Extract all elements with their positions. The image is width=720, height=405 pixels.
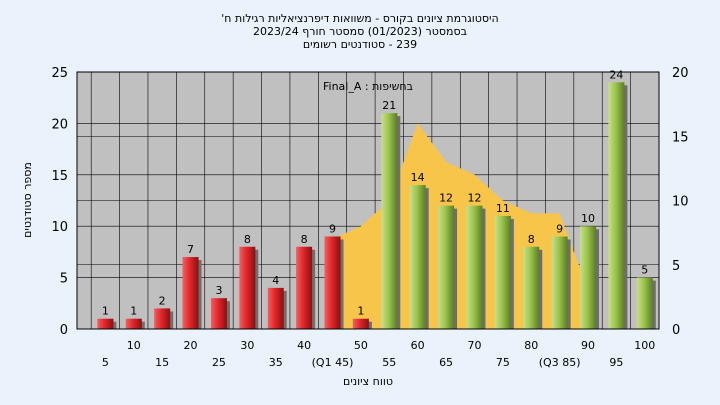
bar-value-label: 9 bbox=[329, 222, 336, 235]
bar bbox=[210, 298, 227, 329]
x-tick-label: 10 bbox=[127, 339, 141, 352]
x-axis-ticks: 5 10 15 20 25 30 35 40(Q1 45)50 55 60 65 70 75 80(Q3 … bbox=[102, 339, 655, 369]
x-tick-label: 100 bbox=[634, 339, 655, 352]
bar-value-label: 3 bbox=[215, 284, 222, 297]
x-tick-label: 55 bbox=[382, 356, 396, 369]
x-tick-label: 80 bbox=[524, 339, 538, 352]
y2-tick-label: 10 bbox=[672, 195, 689, 210]
chart-title-line-3: 239 - סטודנטים רשומים bbox=[303, 38, 417, 51]
bar bbox=[125, 318, 142, 329]
bar-value-label: 8 bbox=[244, 233, 251, 246]
chart-title-line-2: בסמסטר (01/2023) סמסטר חורף 2023/24 bbox=[253, 25, 467, 38]
bar bbox=[494, 215, 511, 329]
y-tick-label: 0 bbox=[60, 323, 68, 338]
bar bbox=[381, 113, 398, 330]
bar bbox=[438, 205, 455, 329]
bar bbox=[523, 246, 540, 329]
bar bbox=[352, 318, 369, 329]
bar bbox=[97, 318, 114, 329]
x-tick-label: 60 bbox=[411, 339, 425, 352]
x-tick-label: 35 bbox=[269, 356, 283, 369]
bar-value-label: 11 bbox=[496, 202, 510, 215]
y-axis-label: מספר סטודנטים bbox=[21, 162, 34, 238]
x-tick-label: 90 bbox=[581, 339, 595, 352]
y-tick-label: 15 bbox=[51, 169, 68, 184]
x-tick-label: 20 bbox=[184, 339, 198, 352]
x-tick-label: (Q3 85) bbox=[539, 356, 581, 369]
bar bbox=[466, 205, 483, 329]
y2-tick-label: 15 bbox=[672, 130, 689, 145]
x-tick-label: 25 bbox=[212, 356, 226, 369]
bar-value-label: 24 bbox=[609, 68, 623, 81]
bar-value-label: 7 bbox=[187, 243, 194, 256]
x-tick-label: 65 bbox=[439, 356, 453, 369]
chart-title-line-1: היסטוגרמת ציונים בקורס - משוואות דיפרנצי… bbox=[221, 12, 498, 25]
bar bbox=[296, 246, 313, 329]
x-tick-label: 70 bbox=[467, 339, 481, 352]
x-tick-label: 5 bbox=[102, 356, 109, 369]
left-axis-ticks: 0 5 10 15 20 25 bbox=[51, 66, 68, 338]
bar bbox=[409, 185, 426, 329]
x-axis-label: טווח ציונים bbox=[343, 375, 393, 388]
bar-value-label: 10 bbox=[581, 212, 595, 225]
bar bbox=[551, 236, 568, 329]
bar-value-label: 14 bbox=[411, 171, 425, 184]
bar-value-label: 5 bbox=[641, 264, 648, 277]
bar bbox=[608, 82, 625, 329]
bar bbox=[324, 236, 341, 329]
bar-value-label: 12 bbox=[467, 192, 481, 205]
x-tick-label: 40 bbox=[297, 339, 311, 352]
plot-frame bbox=[76, 71, 660, 330]
bar bbox=[182, 257, 199, 329]
x-tick-label: (Q1 45) bbox=[312, 356, 354, 369]
x-tick-label: 75 bbox=[496, 356, 510, 369]
bar-value-label: 12 bbox=[439, 192, 453, 205]
right-axis-ticks: 0 5 10 15 20 bbox=[672, 66, 689, 338]
chart-annotation: Final_A : בחשיפות bbox=[323, 80, 413, 93]
bar-value-label: 1 bbox=[357, 305, 364, 318]
bar bbox=[636, 277, 653, 329]
bar bbox=[580, 226, 597, 329]
y-tick-label: 5 bbox=[60, 272, 68, 287]
x-tick-label: 50 bbox=[354, 339, 368, 352]
y-tick-label: 10 bbox=[51, 220, 68, 235]
bar bbox=[267, 287, 284, 329]
y-tick-label: 20 bbox=[51, 117, 68, 132]
bar-value-label: 8 bbox=[301, 233, 308, 246]
x-tick-label: 30 bbox=[240, 339, 254, 352]
y2-tick-label: 5 bbox=[672, 259, 680, 274]
bar-value-label: 21 bbox=[382, 99, 396, 112]
bar-value-label: 9 bbox=[556, 222, 563, 235]
y2-tick-label: 20 bbox=[672, 66, 689, 81]
x-tick-label: 15 bbox=[155, 356, 169, 369]
bar-value-label: 4 bbox=[272, 274, 279, 287]
bar-value-label: 8 bbox=[528, 233, 535, 246]
y2-tick-label: 0 bbox=[672, 323, 680, 338]
bar-value-label: 2 bbox=[159, 294, 166, 307]
y-tick-label: 25 bbox=[51, 66, 68, 81]
x-tick-label: 95 bbox=[609, 356, 623, 369]
bar bbox=[239, 246, 256, 329]
bar bbox=[154, 308, 171, 329]
bar-value-label: 1 bbox=[130, 305, 137, 318]
bar-value-label: 1 bbox=[102, 305, 109, 318]
